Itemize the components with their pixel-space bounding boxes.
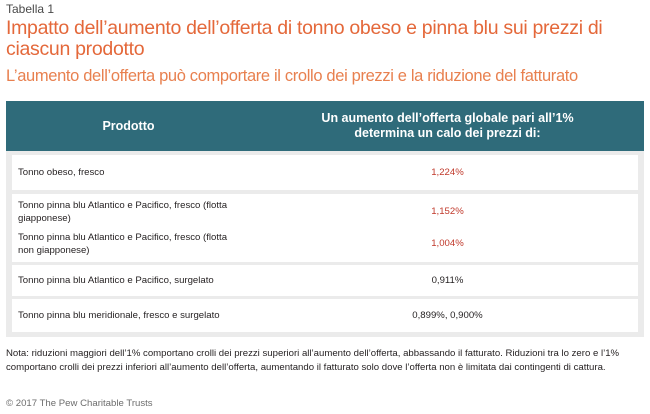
table-note: Nota: riduzioni maggiori dell’1% comport…: [6, 348, 620, 373]
row-product-name: Tonno pinna blu Atlantico e Pacifico, su…: [18, 275, 214, 286]
table-row: Tonno pinna blu Atlantico e Pacifico, su…: [12, 265, 638, 296]
table-row: Tonno pinna blu Atlantico e Pacifico, fr…: [12, 194, 638, 229]
row-product-name: Tonno pinna blu meridionale, fresco e su…: [18, 310, 220, 321]
table-label: Tabella 1: [6, 2, 55, 16]
row-price-drop: 1,152%: [431, 206, 464, 217]
row-product-name: Tonno pinna blu Atlantico e Pacifico, fr…: [18, 231, 228, 256]
table-row: Tonno pinna blu Atlantico e Pacifico, fr…: [12, 225, 638, 262]
table-row: Tonno obeso, fresco 1,224%: [12, 155, 638, 190]
page-subtitle: L’aumento dell’offerta può comportare il…: [6, 67, 578, 85]
copyright-footer: © 2017 The Pew Charitable Trusts: [6, 398, 153, 409]
row-price-drop: 1,224%: [431, 167, 464, 178]
row-price-drop: 0,899%, 0,900%: [412, 310, 483, 321]
table-header: Prodotto Un aumento dell’offerta globale…: [6, 101, 644, 151]
page-title: Impatto dell’aumento dell’offerta di ton…: [6, 17, 603, 60]
row-price-drop: 1,004%: [431, 238, 464, 249]
data-table: Prodotto Un aumento dell’offerta globale…: [6, 101, 644, 337]
header-price-effect: Un aumento dell’offerta globale pari all…: [321, 111, 574, 140]
row-price-drop: 0,911%: [431, 275, 464, 286]
header-product: Prodotto: [102, 119, 155, 133]
row-product-name: Tonno obeso, fresco: [18, 167, 105, 178]
row-product-name: Tonno pinna blu Atlantico e Pacifico, fr…: [18, 199, 228, 224]
table-row: Tonno pinna blu meridionale, fresco e su…: [12, 299, 638, 332]
